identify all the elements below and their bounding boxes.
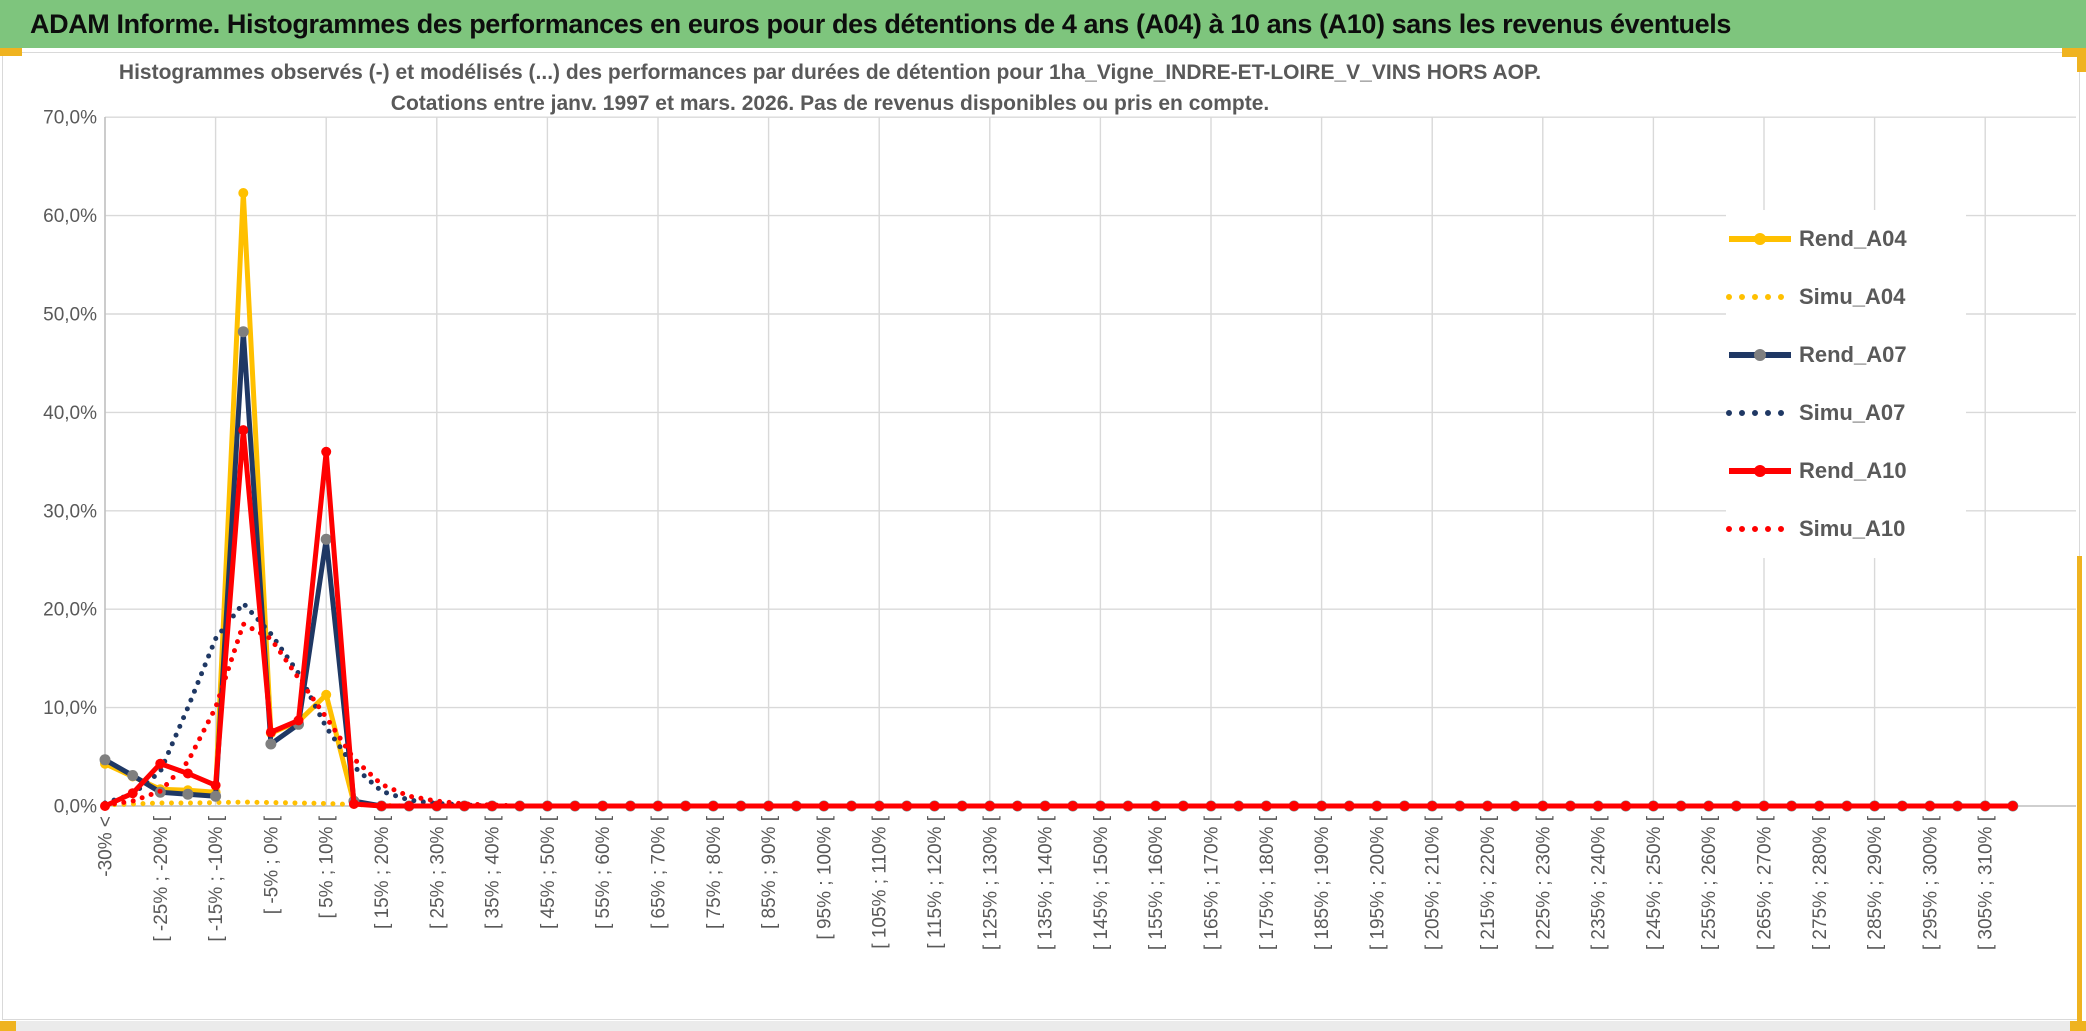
legend-solid-line-icon — [1729, 233, 1791, 245]
chart-legend: Rend_A04 Simu_A04 Rend_A07 Simu_A07 Rend_A10… — [1726, 210, 1966, 558]
legend-label: Simu_A07 — [1799, 400, 1906, 425]
series-Simu_A07 — [102, 600, 2016, 809]
legend-dotted-line-icon — [1726, 410, 1794, 416]
y-tick-label: 30,0% — [43, 501, 97, 522]
x-tick-label: [ 75% ; 80% [ — [704, 815, 725, 929]
legend-solid-line-icon — [1729, 349, 1791, 361]
x-tick-label: [ 145% ; 150% [ — [1091, 815, 1112, 950]
x-tick-label: [ 225% ; 230% [ — [1533, 815, 1554, 950]
header-bar: ADAM Informe. Histogrammes des performan… — [0, 0, 2086, 48]
x-tick-label: -30% < — [96, 816, 117, 877]
x-axis-labels: -30% < [ -25% ; -20% [ [ -15% ; -10% [ [ -5… — [96, 815, 1997, 950]
x-tick-label: [ 15% ; 20% [ — [372, 815, 393, 929]
legend-dotted-line-icon — [1726, 294, 1794, 300]
legend-item-Simu_A07[interactable]: Simu_A07 — [1726, 384, 1966, 442]
x-tick-label: [ 305% ; 310% [ — [1976, 815, 1997, 950]
y-tick-label: 60,0% — [43, 206, 97, 227]
x-tick-label: [ 115% ; 120% [ — [925, 815, 946, 948]
accent-bottom-left — [0, 1021, 16, 1031]
accent-bottom-right — [2070, 1021, 2086, 1031]
legend-dotted-line-icon — [1726, 526, 1794, 532]
x-tick-label: [ -25% ; -20% [ — [151, 815, 172, 941]
x-tick-label: [ 165% ; 170% [ — [1202, 815, 1223, 950]
bottom-strip — [0, 1021, 2086, 1031]
x-tick-label: [ 35% ; 40% [ — [483, 815, 504, 929]
y-tick-label: 20,0% — [43, 600, 97, 621]
x-tick-label: [ -15% ; -10% [ — [206, 815, 227, 941]
header-title: ADAM Informe. Histogrammes des performan… — [30, 8, 1731, 39]
x-tick-label: [ 85% ; 90% [ — [759, 815, 780, 929]
x-tick-label: [ 215% ; 220% [ — [1478, 815, 1499, 950]
x-tick-label: [ 195% ; 200% [ — [1367, 815, 1388, 950]
y-tick-label: 70,0% — [43, 108, 97, 129]
legend-label: Rend_A04 — [1799, 226, 1907, 251]
x-tick-label: [ 245% ; 250% [ — [1644, 815, 1665, 950]
x-tick-label: [ 125% ; 130% [ — [980, 815, 1001, 950]
x-tick-label: [ 155% ; 160% [ — [1146, 815, 1167, 950]
x-tick-label: [ 45% ; 50% [ — [538, 815, 559, 929]
x-tick-label: [ 185% ; 190% [ — [1312, 815, 1333, 950]
x-tick-label: [ 205% ; 210% [ — [1423, 815, 1444, 950]
legend-label: Simu_A10 — [1799, 516, 1906, 541]
x-tick-label: [ 265% ; 270% [ — [1755, 815, 1776, 950]
y-tick-label: 10,0% — [43, 698, 97, 719]
y-tick-label: 50,0% — [43, 305, 97, 326]
accent-top-left — [0, 48, 22, 56]
legend-solid-line-icon — [1729, 465, 1791, 477]
legend-item-Rend_A10[interactable]: Rend_A10 — [1726, 442, 1966, 500]
x-tick-label: [ 255% ; 260% [ — [1699, 815, 1720, 950]
legend-item-Rend_A07[interactable]: Rend_A07 — [1726, 326, 1966, 384]
y-tick-label: 40,0% — [43, 403, 97, 424]
x-tick-label: [ 295% ; 300% [ — [1920, 815, 1941, 950]
x-tick-label: [ 175% ; 180% [ — [1257, 815, 1278, 950]
x-tick-label: [ 5% ; 10% [ — [317, 815, 338, 918]
x-tick-label: [ -5% ; 0% [ — [261, 815, 282, 914]
series-Simu_A10 — [102, 621, 2016, 809]
x-tick-label: [ 55% ; 60% [ — [593, 815, 614, 929]
legend-item-Rend_A04[interactable]: Rend_A04 — [1726, 210, 1966, 268]
accent-right-edge — [2077, 556, 2082, 1021]
legend-label: Rend_A07 — [1799, 342, 1907, 367]
x-tick-label: [ 285% ; 290% [ — [1865, 815, 1886, 950]
legend-item-Simu_A04[interactable]: Simu_A04 — [1726, 268, 1966, 326]
y-axis-labels: 0,0% 10,0% 20,0% 30,0% 40,0% 50,0% 60,0% 70,0% — [43, 108, 97, 818]
x-tick-label: [ 235% ; 240% [ — [1589, 815, 1610, 950]
legend-label: Simu_A04 — [1799, 284, 1906, 309]
chart-title-line2: Cotations entre janv. 1997 et mars. 2026… — [390, 92, 1270, 115]
legend-label: Rend_A10 — [1799, 458, 1907, 483]
x-tick-label: [ 25% ; 30% [ — [427, 815, 448, 929]
accent-top-right-v — [2077, 48, 2086, 72]
chart-title: Histogrammes observés (-) et modélisés (… — [0, 57, 1660, 119]
x-tick-label: [ 135% ; 140% [ — [1036, 815, 1057, 950]
y-tick-label: 0,0% — [54, 797, 97, 818]
chart-title-line1: Histogrammes observés (-) et modélisés (… — [118, 61, 1542, 84]
x-tick-label: [ 105% ; 110% [ — [870, 815, 891, 948]
x-tick-label: [ 65% ; 70% [ — [649, 815, 670, 929]
accent-top-right-h — [2062, 48, 2086, 57]
x-tick-label: [ 275% ; 280% [ — [1810, 815, 1831, 950]
x-tick-label: [ 95% ; 100% [ — [814, 815, 835, 939]
legend-item-Simu_A10[interactable]: Simu_A10 — [1726, 500, 1966, 558]
